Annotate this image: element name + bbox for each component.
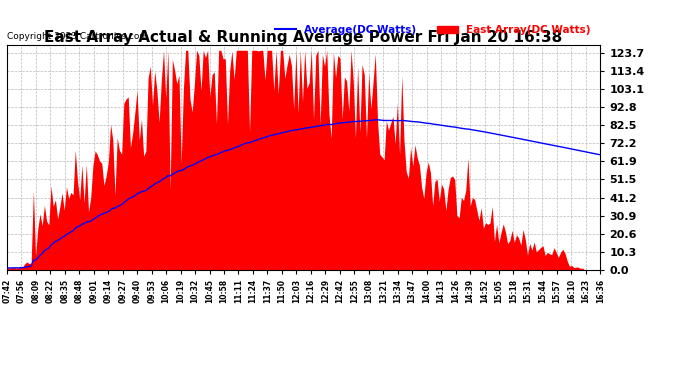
Legend: Average(DC Watts), East Array(DC Watts): Average(DC Watts), East Array(DC Watts) bbox=[271, 21, 595, 39]
Title: East Array Actual & Running Average Power Fri Jan 20 16:38: East Array Actual & Running Average Powe… bbox=[44, 30, 563, 45]
Text: Copyright 2023 Cartronics.com: Copyright 2023 Cartronics.com bbox=[7, 32, 148, 41]
